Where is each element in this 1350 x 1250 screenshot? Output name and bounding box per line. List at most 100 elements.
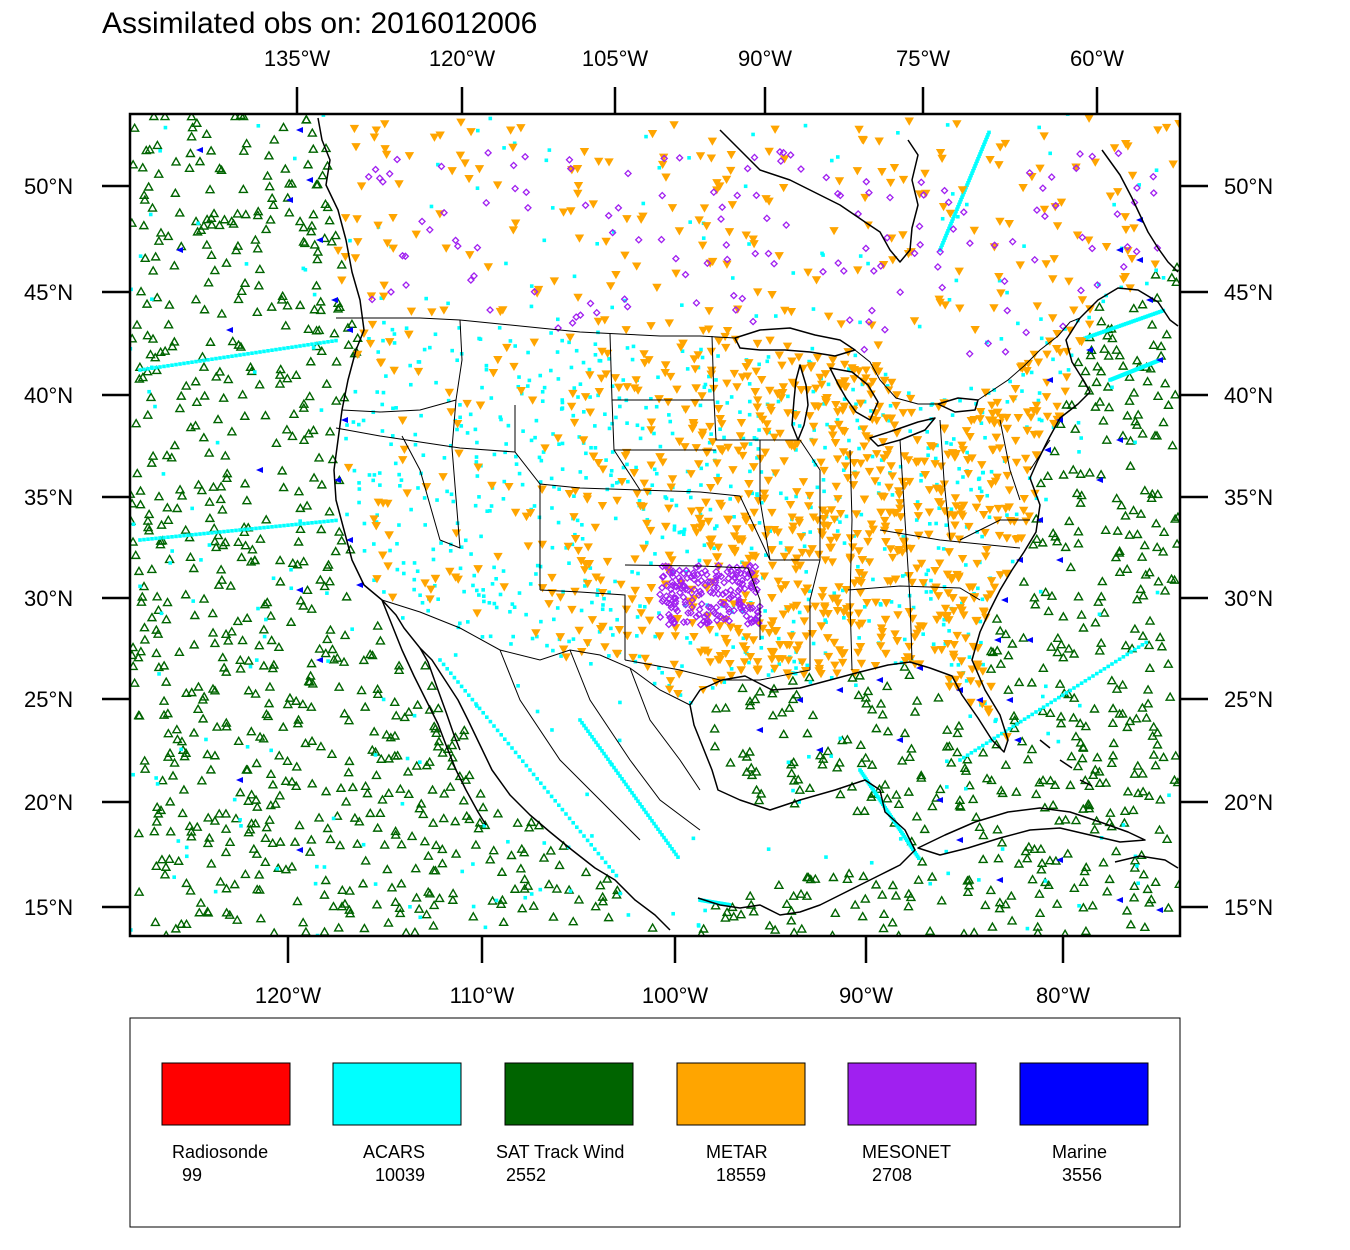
acars-marker: [714, 632, 719, 637]
sat-wind-marker: [278, 721, 289, 731]
sat-wind-marker: [282, 373, 293, 383]
acars-marker: [610, 763, 614, 767]
sat-wind-marker: [994, 625, 1006, 635]
sat-wind-marker: [785, 759, 797, 769]
acars-marker: [812, 428, 817, 432]
acars-marker: [631, 344, 636, 349]
sat-wind-marker: [233, 536, 244, 547]
acars-marker: [312, 292, 317, 297]
acars-marker: [361, 842, 366, 847]
acars-marker: [488, 116, 493, 121]
mesonet-marker: [723, 255, 732, 264]
metar-marker: [794, 641, 804, 650]
sat-wind-marker: [274, 790, 286, 800]
mesonet-marker: [624, 169, 632, 178]
acars-marker: [569, 365, 574, 370]
metar-marker: [914, 531, 924, 540]
acars-marker: [477, 593, 481, 597]
sat-wind-marker: [262, 170, 273, 180]
acars-marker: [401, 561, 406, 565]
marine-marker: [994, 637, 1001, 643]
acars-marker: [560, 398, 565, 402]
metar-marker: [737, 451, 748, 461]
metar-marker: [930, 567, 940, 576]
sat-wind-marker: [229, 114, 241, 121]
acars-marker: [393, 461, 398, 466]
acars-marker: [538, 480, 543, 484]
mesonet-marker: [752, 577, 761, 586]
sat-wind-marker: [198, 432, 210, 442]
sat-wind-marker: [981, 773, 993, 783]
acars-marker: [488, 719, 493, 724]
sat-wind-marker: [130, 122, 140, 132]
metar-marker: [725, 659, 735, 669]
sat-wind-marker: [298, 222, 309, 232]
sat-wind-marker: [1152, 488, 1163, 499]
sat-wind-marker: [458, 730, 469, 740]
acars-marker: [658, 444, 663, 449]
sat-wind-marker: [315, 741, 327, 751]
acars-marker: [641, 201, 646, 206]
acars-marker: [986, 133, 990, 137]
metar-marker: [564, 489, 575, 499]
metar-marker: [820, 604, 830, 613]
sat-wind-marker: [427, 817, 439, 827]
metar-marker: [829, 638, 839, 648]
acars-marker: [479, 534, 483, 539]
sat-wind-marker: [1128, 805, 1139, 815]
acars-marker: [654, 824, 658, 829]
metar-marker: [829, 227, 839, 236]
sat-wind-marker: [235, 654, 246, 665]
acars-marker: [792, 659, 796, 664]
left-tick-label: 30°N: [24, 586, 73, 611]
mesonet-marker: [764, 249, 773, 258]
sat-wind-marker: [590, 901, 601, 911]
acars-marker: [741, 609, 745, 614]
metar-marker: [950, 521, 960, 530]
sat-wind-marker: [209, 265, 221, 275]
acars-marker: [835, 155, 840, 159]
metar-marker: [671, 269, 681, 278]
acars-marker: [524, 763, 529, 768]
metar-marker: [493, 356, 503, 365]
acars-marker: [731, 645, 735, 649]
metar-marker: [989, 419, 1000, 428]
mesonet-marker: [896, 288, 905, 297]
mesonet-marker: [700, 617, 708, 626]
acars-marker: [859, 512, 864, 517]
mesonet-marker: [1000, 277, 1009, 286]
sat-wind-marker: [306, 603, 317, 613]
sat-wind-marker: [209, 815, 221, 825]
acars-marker: [979, 489, 984, 494]
acars-marker: [578, 382, 583, 386]
sat-wind-marker: [1155, 341, 1167, 351]
acars-marker: [660, 535, 665, 540]
sat-wind-marker: [238, 184, 249, 194]
metar-marker: [695, 152, 706, 161]
sat-wind-marker: [909, 706, 921, 716]
marine-marker: [956, 837, 963, 843]
sat-wind-marker: [176, 918, 187, 928]
acars-marker: [1060, 693, 1065, 697]
state-borders: [335, 317, 1081, 841]
labrador-coastline: [1101, 149, 1179, 273]
acars-marker: [649, 396, 653, 401]
sat-wind-marker: [286, 776, 298, 786]
acars-marker: [367, 473, 372, 477]
acars-marker: [638, 604, 642, 608]
metar-marker: [930, 646, 940, 655]
sat-wind-marker: [997, 787, 1008, 798]
sat-wind-marker: [728, 911, 739, 921]
acars-marker: [972, 166, 976, 171]
metar-marker: [353, 238, 363, 247]
metar-marker: [804, 549, 815, 558]
acars-marker: [580, 523, 584, 527]
sat-wind-marker: [273, 641, 285, 652]
acars-marker: [768, 529, 772, 533]
sat-wind-marker: [516, 843, 528, 853]
metar-marker: [593, 459, 604, 468]
acars-marker: [331, 816, 336, 821]
sat-wind-marker: [311, 325, 322, 335]
metar-marker: [664, 504, 674, 513]
metar-marker: [445, 567, 455, 576]
